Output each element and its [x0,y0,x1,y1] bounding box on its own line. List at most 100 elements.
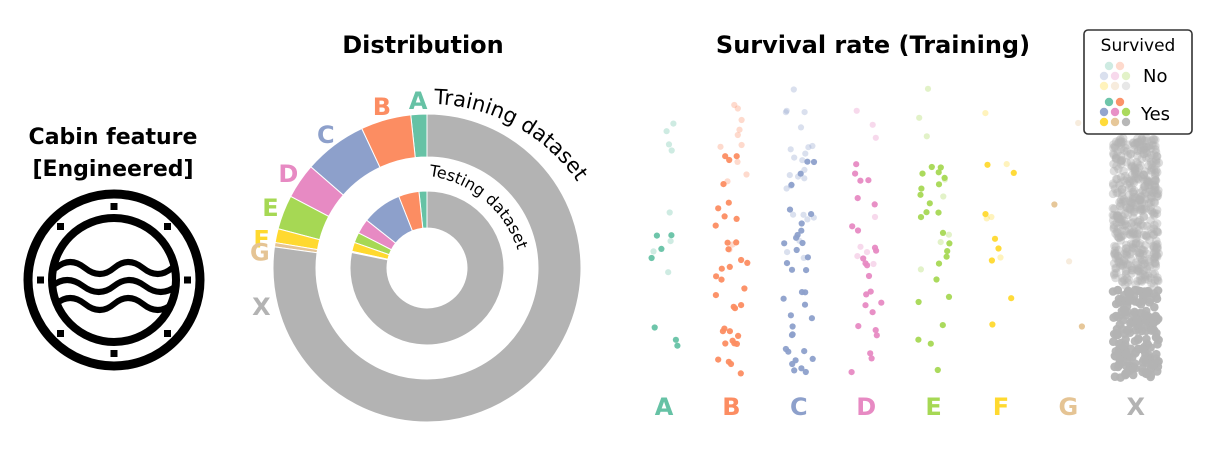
strip-point-x-no [1128,187,1138,197]
strip-point-c-yes [804,158,811,165]
strip-point-b-no [717,143,724,150]
strip-point-x-no [1143,262,1152,272]
strip-point-d-yes [869,309,876,316]
strip-point-x-no [1125,183,1134,193]
strip-point-x-no [1141,195,1150,204]
strip-point-x-no [1139,149,1148,159]
strip-point-x-no [1113,224,1123,234]
donut-label-d: D [278,160,298,188]
strip-point-d-yes [865,272,873,280]
strip-point-c-no [805,144,812,151]
strip-point-c-yes [781,240,788,247]
strip-point-a-no [667,238,674,245]
strip-point-x-yes [1146,343,1155,352]
strip-point-g-yes [1078,323,1085,330]
distribution-title: Distribution [342,31,504,59]
strip-point-x-no [1150,276,1160,285]
strip-point-x-no [1139,142,1149,152]
strip-point-x-no [1147,167,1156,176]
strip-point-x-no [1113,251,1123,261]
strip-point-b-yes [733,215,740,222]
strip-point-x-yes [1120,329,1129,338]
donut-label-a: A [409,87,428,115]
strip-point-e-yes [935,209,942,216]
strip-point-x-no [1136,161,1145,170]
strip-point-x-no [1133,167,1143,177]
strip-point-x-no [1115,198,1124,207]
strip-point-x-no [1123,180,1132,189]
strip-point-x-no [1117,155,1127,165]
strip-point-x-no [1132,265,1142,274]
strip-point-x-no [1109,143,1118,152]
strip-point-x-no [1110,249,1119,259]
strip-point-x-no [1152,226,1162,235]
strip-point-e-yes [946,240,953,247]
legend-no-dot-x [1121,81,1131,91]
strip-point-x-no [1150,208,1159,218]
legend-no-dot-e [1121,71,1131,81]
strip-point-a-no [666,209,673,216]
strip-point-x-no [1113,174,1122,184]
strip-point-x-no [1111,249,1121,258]
strip-point-x-no [1109,140,1118,149]
legend-no-swatch [1099,61,1131,91]
strip-point-x-yes [1119,342,1129,351]
strip-point-x-no [1129,208,1139,217]
strip-point-x-no [1145,262,1155,271]
strip-point-x-no [1153,191,1163,201]
strip-point-a-yes [674,342,681,349]
strip-point-b-no [743,171,750,178]
strip-point-x-no [1128,228,1137,237]
strip-point-x-no [1153,273,1162,282]
strip-point-x-no [1111,229,1120,238]
strip-point-x-no [1151,259,1161,269]
strip-point-x-no [1141,188,1151,197]
strip-point-c-yes [785,348,792,355]
strip-point-x-no [1111,154,1121,164]
strip-point-x-yes [1141,368,1151,377]
strip-point-b-yes [718,265,725,272]
strip-point-x-no [1115,261,1125,271]
strip-point-x-no [1133,248,1143,257]
strip-point-x-no [1127,198,1136,208]
strip-point-x-no [1133,146,1143,155]
strip-point-f-yes [995,245,1002,252]
strip-point-x-no [1136,172,1145,181]
strip-point-x-no [1154,249,1163,258]
strip-point-x-no [1112,151,1121,161]
strip-point-x-no [1146,224,1156,234]
strip-point-x-no [1147,229,1156,238]
strip-point-x-no [1118,277,1127,287]
legend-no-dot-a [1104,61,1114,71]
strip-point-x-no [1118,261,1128,270]
strip-point-e-yes [928,163,935,171]
strip-point-x-no [1139,170,1149,180]
strip-point-x-no [1139,144,1149,154]
donut-label-f: F [253,225,269,253]
strip-point-c-yes [798,220,805,227]
strip-point-d-yes [872,327,879,334]
strip-point-x-no [1140,275,1150,284]
strip-point-x-no [1152,205,1162,215]
strip-point-x-no [1129,145,1139,154]
strip-point-c-no [790,211,797,218]
strip-point-x-no [1149,230,1158,240]
strip-point-b-yes [724,239,731,246]
strip-point-x-no [1149,243,1158,253]
strip-point-x-no [1142,148,1152,157]
strip-point-x-no [1133,230,1142,239]
strip-point-b-no [731,101,738,109]
legend-no-dot-c [1099,71,1109,81]
strip-point-b-yes [731,340,738,347]
strip-point-x-no [1113,212,1123,221]
strip-point-f-no [1003,161,1010,168]
strip-point-x-no [1143,143,1152,152]
strip-point-x-yes [1152,294,1162,304]
strip-point-x-no [1148,187,1157,197]
strip-point-c-yes [799,239,806,247]
strip-point-x-no [1111,143,1120,153]
strip-point-x-no [1138,221,1148,230]
strip-label-g: G [1059,393,1079,421]
strip-point-x-no [1114,258,1124,267]
strip-point-x-no [1147,163,1157,173]
